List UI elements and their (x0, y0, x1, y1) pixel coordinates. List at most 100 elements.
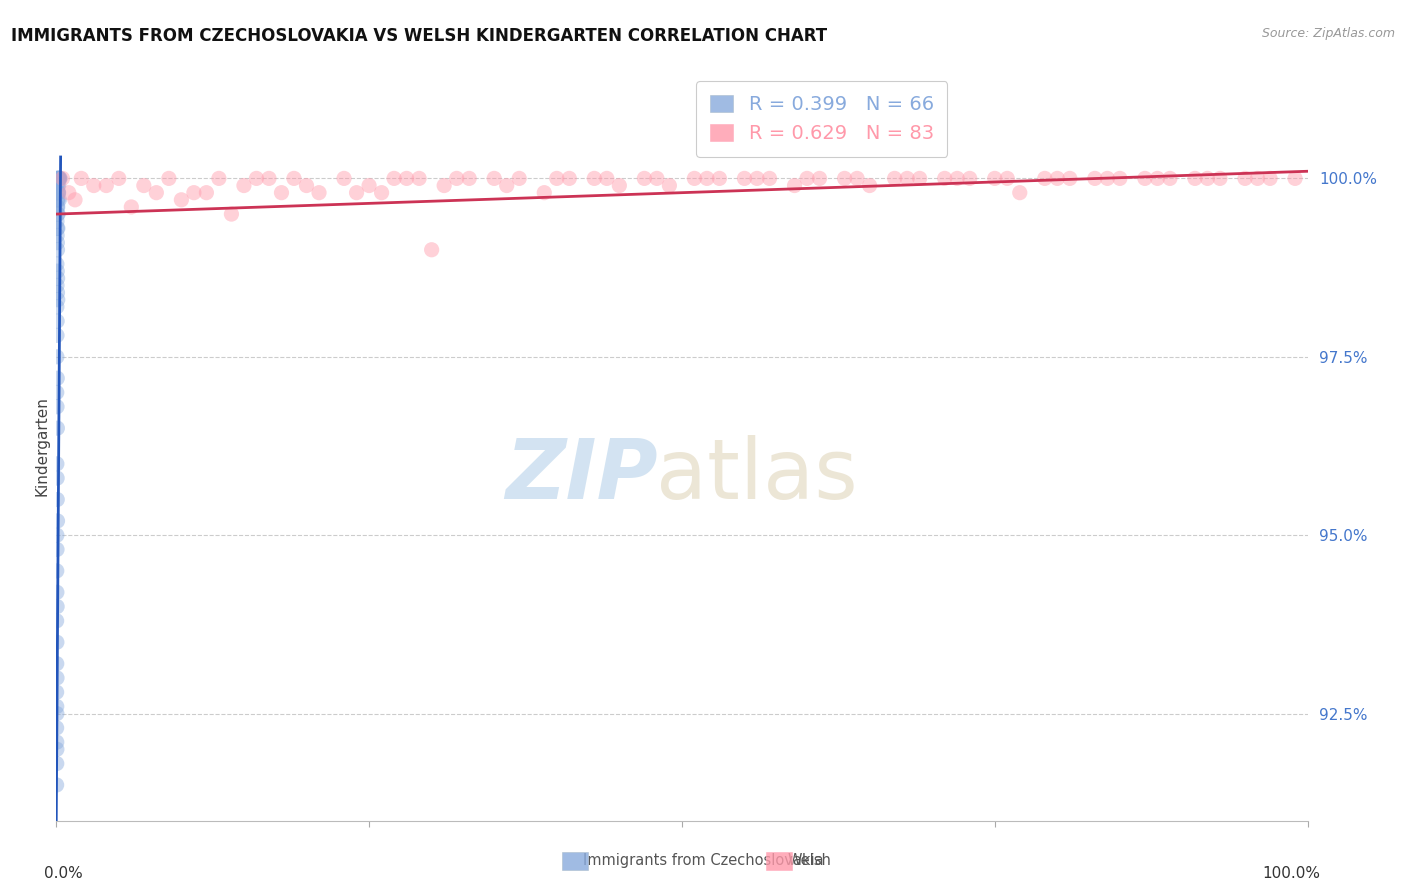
Point (170, 193, 193, 207)
Point (420, 243, 443, 257)
Point (683, 171, 706, 186)
Point (446, 171, 468, 186)
Point (70, 171, 93, 186)
Point (45, 742, 67, 756)
Point (609, 178, 631, 193)
Point (96, 178, 118, 193)
Point (208, 171, 231, 186)
Point (46, 671, 69, 685)
Point (495, 178, 517, 193)
Point (45, 706, 67, 721)
Point (1046, 171, 1069, 186)
Point (859, 178, 882, 193)
Point (46, 178, 69, 193)
Point (48, 171, 70, 186)
Point (796, 171, 818, 186)
Point (395, 171, 418, 186)
Point (908, 171, 931, 186)
Point (1008, 186, 1031, 200)
Point (45, 635, 67, 649)
Point (46, 221, 69, 235)
Point (120, 200, 142, 214)
Point (658, 178, 681, 193)
Point (533, 186, 555, 200)
Point (83, 178, 105, 193)
Point (433, 178, 456, 193)
Point (45, 657, 67, 671)
Point (46, 200, 69, 214)
Point (546, 171, 568, 186)
Point (1084, 171, 1107, 186)
Point (45, 257, 67, 271)
Point (370, 186, 392, 200)
Point (1234, 171, 1257, 186)
Point (183, 186, 205, 200)
Point (48, 171, 70, 186)
Point (46, 193, 69, 207)
Point (46, 514, 69, 528)
Point (46, 599, 69, 614)
Point (45, 300, 67, 314)
Point (1059, 171, 1081, 186)
Point (58, 186, 80, 200)
Point (49, 171, 72, 186)
Point (45, 457, 67, 471)
Point (245, 171, 267, 186)
Point (808, 171, 831, 186)
Point (696, 171, 718, 186)
Point (48, 186, 70, 200)
Point (46, 228, 69, 243)
Point (1209, 171, 1232, 186)
Point (46, 193, 69, 207)
Point (48, 178, 70, 193)
Point (46, 171, 69, 186)
Point (257, 171, 280, 186)
Point (63, 193, 86, 207)
Point (382, 171, 405, 186)
Point (46, 214, 69, 228)
Point (45, 186, 67, 200)
Point (896, 171, 918, 186)
Point (558, 171, 581, 186)
Point (51, 171, 73, 186)
Point (633, 171, 655, 186)
Point (46, 171, 69, 186)
Point (46, 400, 69, 414)
Point (145, 186, 167, 200)
Point (709, 171, 731, 186)
Point (46, 314, 69, 328)
Text: Source: ZipAtlas.com: Source: ZipAtlas.com (1261, 27, 1395, 40)
Point (1197, 171, 1219, 186)
Point (48, 193, 70, 207)
Point (157, 171, 180, 186)
Point (46, 471, 69, 485)
Point (45, 564, 67, 578)
Point (984, 171, 1007, 186)
Point (934, 171, 956, 186)
Point (583, 171, 606, 186)
Point (45, 614, 67, 628)
Point (45, 778, 67, 792)
Point (45, 685, 67, 699)
Point (1184, 171, 1206, 186)
Point (46, 328, 69, 343)
Point (270, 186, 292, 200)
Point (132, 178, 155, 193)
Point (1097, 171, 1119, 186)
Point (45, 385, 67, 400)
Point (46, 178, 69, 193)
Text: Immigrants from Czechoslovakia: Immigrants from Czechoslovakia (583, 854, 824, 868)
Text: 100.0%: 100.0% (1263, 865, 1320, 880)
Text: Welsh: Welsh (787, 854, 831, 868)
Point (408, 171, 430, 186)
Point (758, 171, 780, 186)
Point (1258, 171, 1281, 186)
Point (783, 178, 806, 193)
Point (484, 171, 506, 186)
Point (195, 186, 218, 200)
Point (233, 178, 256, 193)
Point (46, 200, 69, 214)
Point (46, 221, 69, 235)
Legend: R = 0.399   N = 66, R = 0.629   N = 83: R = 0.399 N = 66, R = 0.629 N = 83 (696, 81, 948, 157)
Text: IMMIGRANTS FROM CZECHOSLOVAKIA VS WELSH KINDERGARTEN CORRELATION CHART: IMMIGRANTS FROM CZECHOSLOVAKIA VS WELSH … (11, 27, 827, 45)
